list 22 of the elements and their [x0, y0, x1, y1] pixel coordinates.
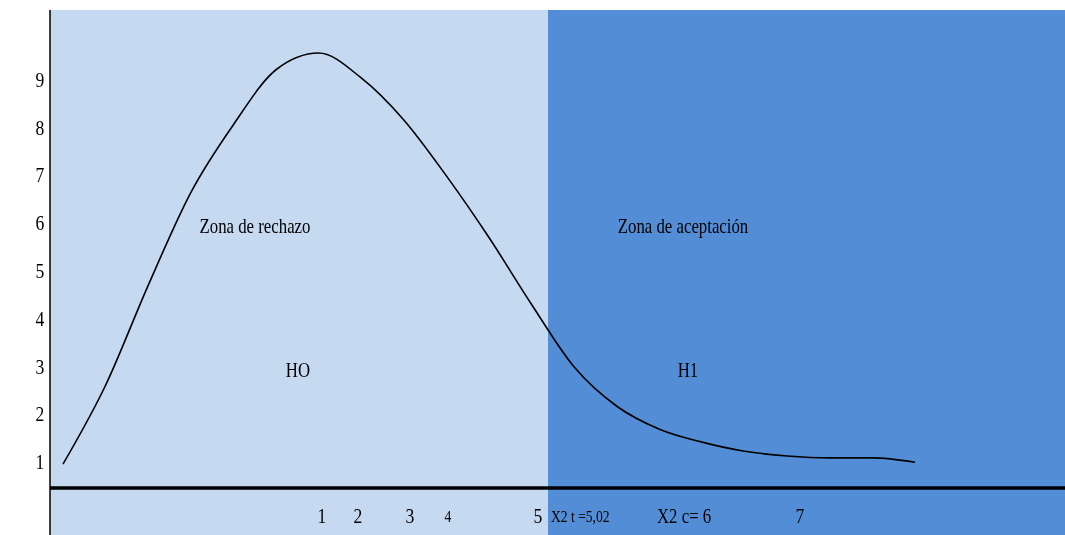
- line-series: [62, 52, 916, 465]
- y-tick-label: 7: [35, 162, 45, 187]
- text: X2 t =5,02: [551, 506, 610, 526]
- y-tick-label: 4: [35, 305, 45, 331]
- text: 3: [405, 503, 415, 528]
- y-tick-label: 3: [35, 353, 45, 378]
- text: 4: [444, 506, 452, 526]
- text: 1: [317, 503, 327, 528]
- annotation: H1: [677, 358, 699, 382]
- y-tick-label: 8: [35, 114, 45, 139]
- y-tick-label: 1: [35, 449, 45, 474]
- text: 2: [353, 503, 363, 528]
- annotation: HO: [285, 358, 311, 382]
- text: 5: [533, 503, 543, 528]
- annotation: Zona de rechazo: [199, 214, 311, 238]
- y-tick-label: 6: [35, 210, 45, 235]
- text: 7: [795, 503, 805, 528]
- text: X2 c= 6: [657, 504, 712, 528]
- y-tick-label: 9: [35, 66, 45, 92]
- annotation: Zona de aceptación: [617, 214, 749, 238]
- y-tick-label: 2: [35, 401, 45, 426]
- y-tick-label: 5: [35, 258, 45, 283]
